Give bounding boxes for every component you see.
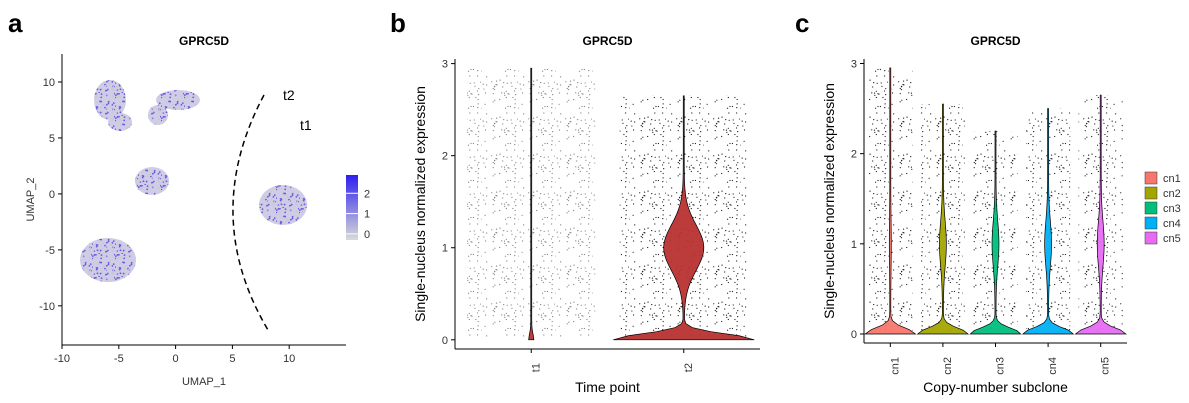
- x-tick-label: t1: [530, 363, 542, 372]
- y-tick-label: 10: [43, 77, 55, 89]
- y-axis-label: Single-nucleus normalized expression: [821, 83, 837, 319]
- y-tick-label: 0: [442, 335, 448, 347]
- dashed-arc: [232, 94, 269, 331]
- legend-label: cn3: [1163, 203, 1181, 215]
- legend-label: cn1: [1163, 173, 1181, 185]
- colorbar: [346, 175, 358, 240]
- legend-key: [1144, 231, 1158, 245]
- x-tick-label: cn4: [1047, 357, 1059, 375]
- y-axis-label: UMAP_2: [25, 177, 37, 221]
- x-tick-label: cn2: [942, 357, 954, 375]
- y-tick-label: 0: [49, 189, 55, 201]
- y-tick-label: 2: [851, 149, 857, 161]
- violin: [969, 130, 1022, 335]
- x-tick-label: -10: [54, 353, 70, 365]
- colorbar-label: 0: [364, 229, 370, 241]
- legend-label: cn5: [1163, 233, 1181, 245]
- legend-label: cn4: [1163, 218, 1181, 230]
- y-tick-label: 1: [442, 243, 448, 255]
- y-tick-label: -5: [45, 245, 55, 257]
- y-axis-label: Single-nucleus normalized expression: [412, 86, 428, 322]
- violin: [863, 67, 917, 335]
- y-tick-label: 1: [851, 239, 857, 251]
- x-tick-label: 5: [229, 353, 235, 365]
- violin: [916, 103, 970, 335]
- violin: [1074, 94, 1127, 335]
- y-tick-label: 0: [851, 329, 857, 341]
- x-tick-label: 10: [283, 353, 295, 365]
- x-tick-label: cn3: [995, 357, 1007, 375]
- y-tick-label: 5: [49, 133, 55, 145]
- y-tick-label: -10: [39, 301, 55, 313]
- chart-title: GPRC5D: [582, 34, 632, 48]
- legend-key: [1144, 171, 1158, 185]
- legend-label: cn2: [1163, 188, 1181, 200]
- y-tick-label: 3: [442, 59, 448, 71]
- annotation: t1: [300, 117, 312, 133]
- x-tick-label: 0: [173, 353, 179, 365]
- violin: [1021, 108, 1075, 335]
- panel-label: b: [390, 8, 406, 38]
- x-tick-label: t2: [683, 363, 695, 372]
- umap-clusters: [80, 80, 307, 282]
- x-tick-label: -5: [114, 353, 124, 365]
- x-axis-label: Copy-number subclone: [923, 379, 1068, 395]
- x-axis-label: Time point: [575, 379, 640, 395]
- colorbar-label: 2: [364, 188, 370, 200]
- chart-title: GPRC5D: [179, 34, 229, 48]
- x-tick-label: cn5: [1100, 357, 1112, 375]
- violin: [613, 95, 755, 341]
- y-tick-label: 2: [442, 151, 448, 163]
- legend-key: [1144, 201, 1158, 215]
- chart-title: GPRC5D: [970, 34, 1020, 48]
- legend-key: [1144, 216, 1158, 230]
- colorbar-label: 1: [364, 209, 370, 221]
- panel-label: a: [8, 8, 23, 38]
- panel-label: c: [795, 8, 809, 38]
- x-axis-label: UMAP_1: [182, 376, 226, 388]
- y-tick-label: 3: [851, 59, 857, 71]
- x-tick-label: cn1: [889, 357, 901, 375]
- legend-key: [1144, 186, 1158, 200]
- annotation: t2: [283, 87, 295, 103]
- violin: [528, 67, 535, 341]
